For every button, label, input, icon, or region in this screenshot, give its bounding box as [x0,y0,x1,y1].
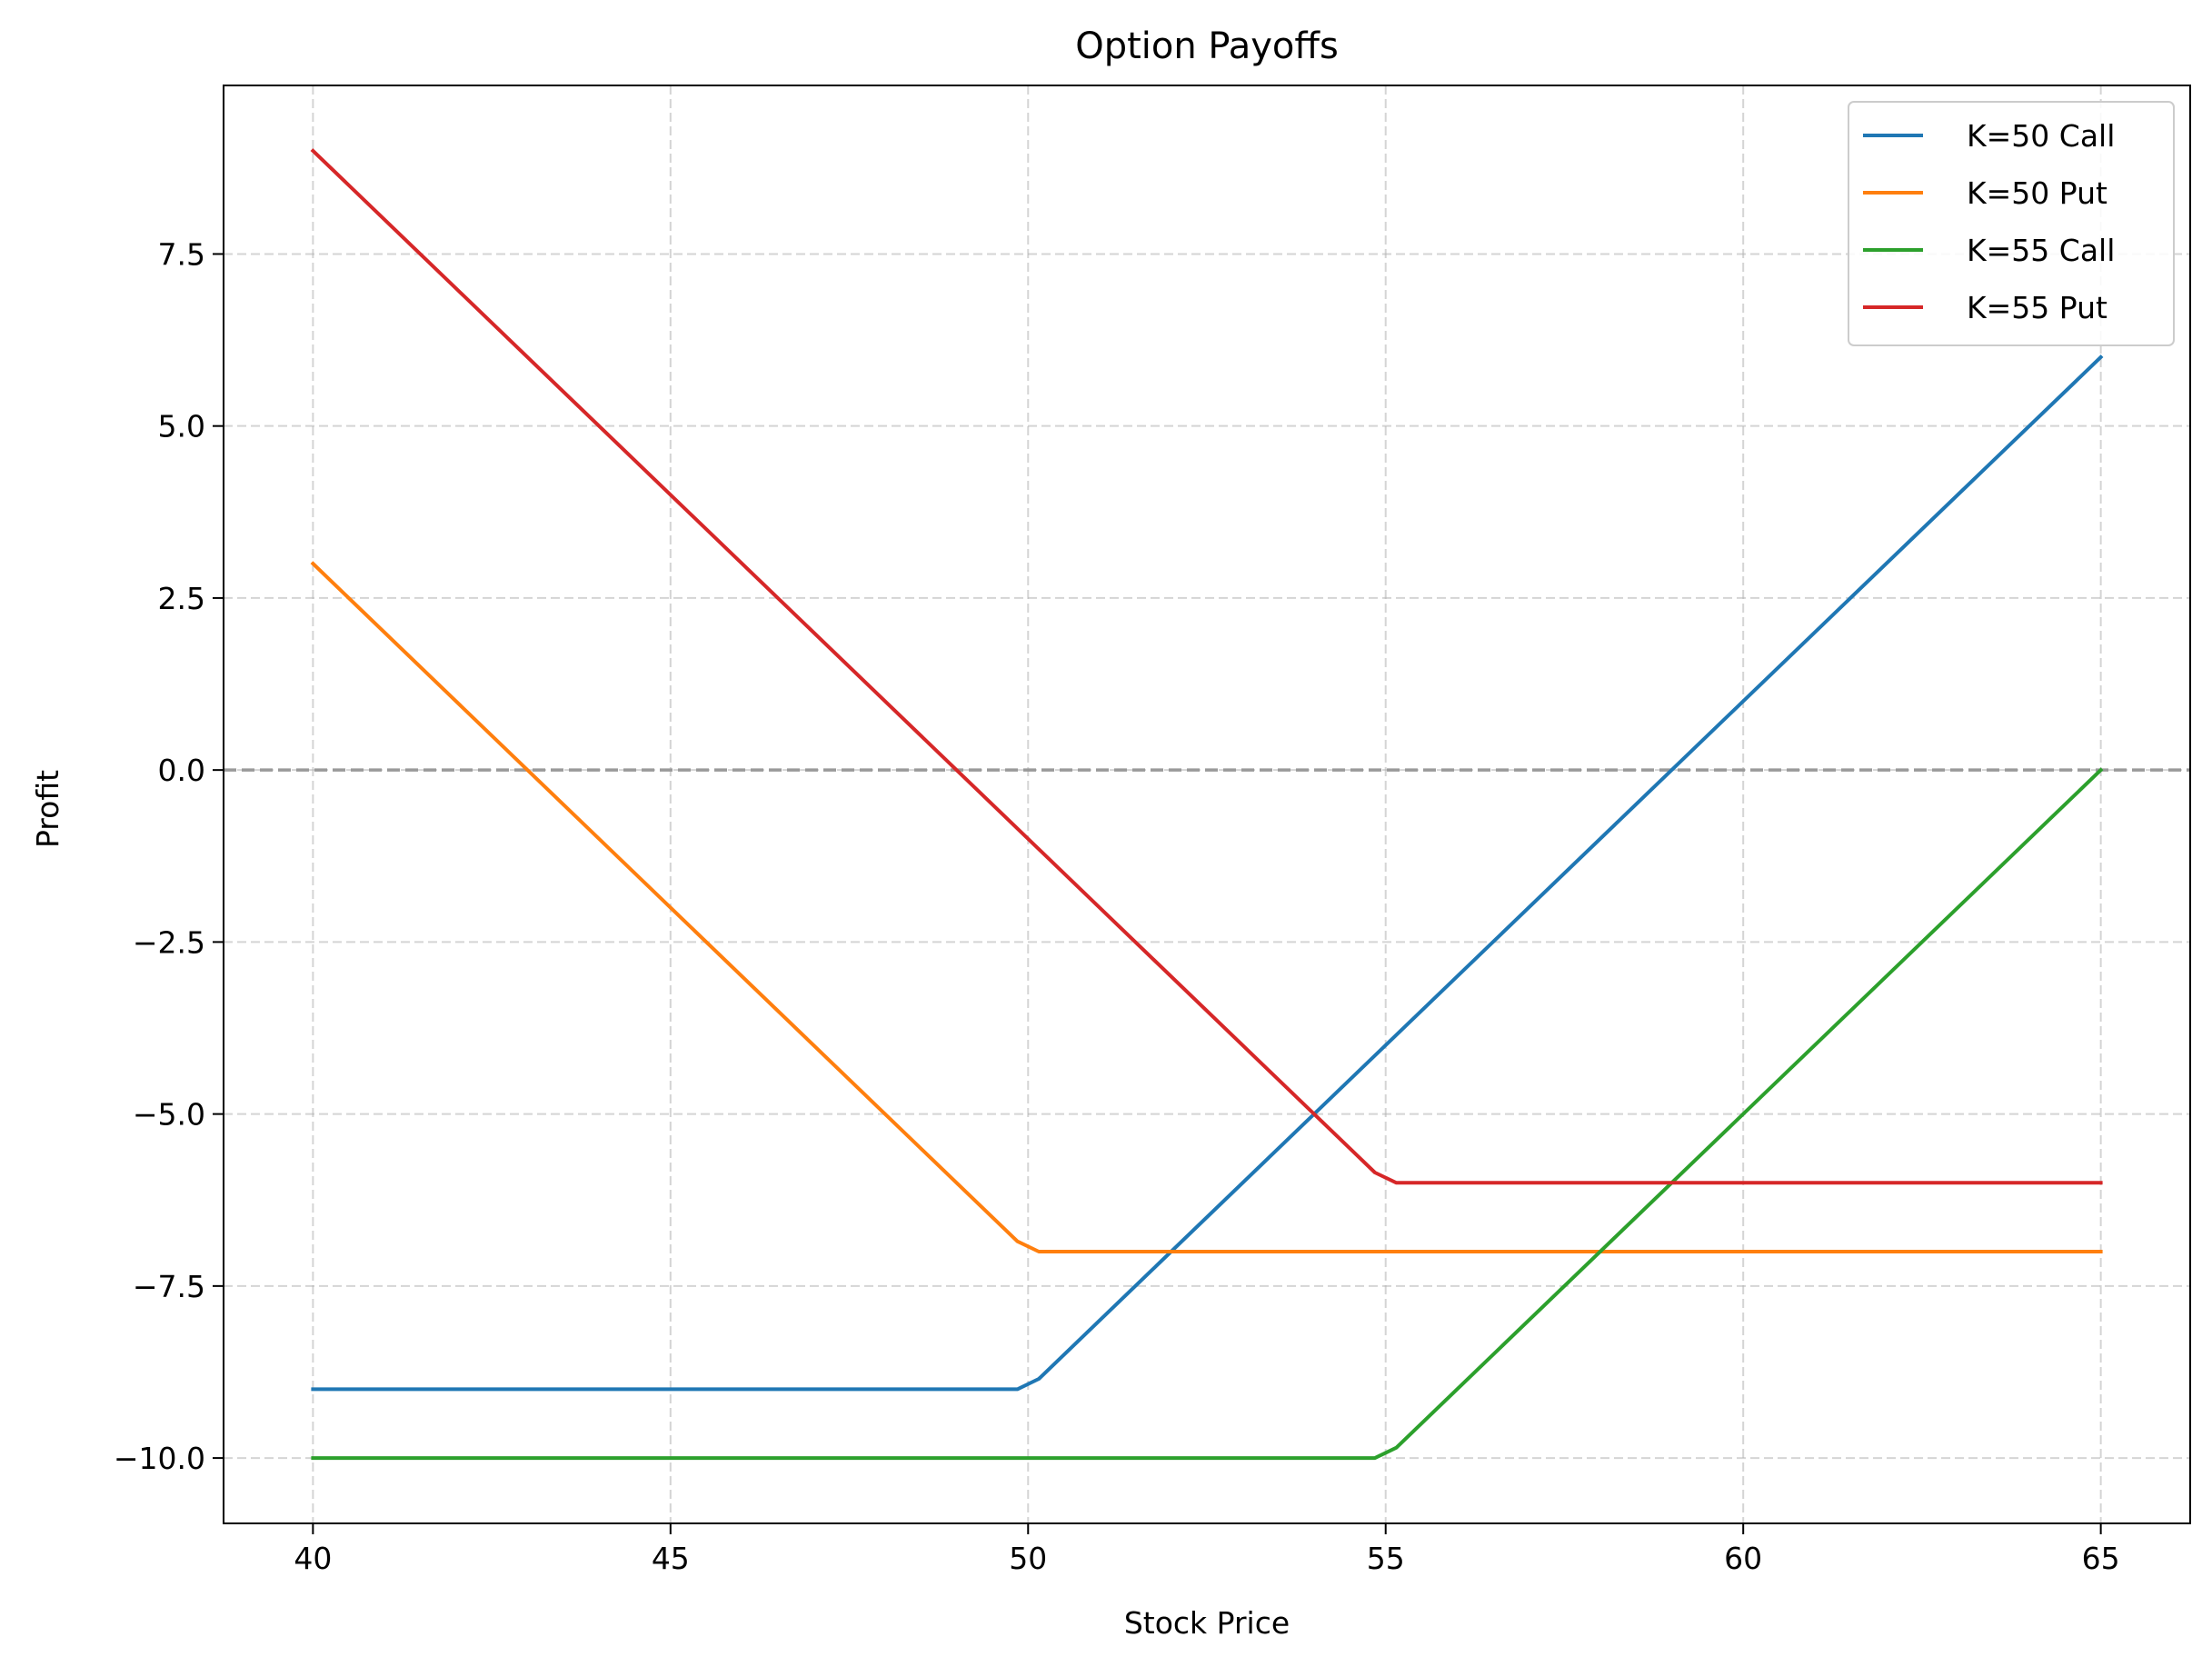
legend: K=50 Call K=50 Put K=55 Call K=55 Put [1848,101,2175,346]
series-line-2 [311,767,2104,1461]
series-lines [310,148,2104,1461]
legend-label: K=50 Call [1967,118,2115,154]
y-tick-label: 0.0 [158,753,205,788]
y-axis-title: Profit [30,770,65,848]
plot-frame [223,85,2191,1524]
y-tick-label: 5.0 [158,409,205,444]
legend-box [1848,101,2175,346]
legend-label: K=55 Call [1967,233,2115,268]
x-tick-label: 45 [652,1541,690,1576]
x-tick-label: 40 [294,1541,332,1576]
series-line-0 [311,354,2104,1392]
x-tick-label: 60 [1724,1541,1762,1576]
chart-title: Option Payoffs [1075,25,1339,67]
series-line-1 [310,561,2103,1253]
series-line-3 [310,148,2103,1185]
legend-label: K=50 Put [1967,175,2107,211]
legend-label: K=55 Put [1967,290,2107,325]
y-tick-label: −10.0 [114,1441,205,1476]
x-axis-title: Stock Price [1124,1605,1290,1641]
y-tick-label: −2.5 [133,924,205,960]
x-tick-label: 50 [1009,1541,1047,1576]
y-axis-ticks: −10.0 −7.5 −5.0 −2.5 0.0 2.5 5.0 7.5 [114,236,224,1476]
y-tick-label: −7.5 [133,1269,205,1304]
y-tick-label: 2.5 [158,581,205,616]
x-tick-label: 55 [1367,1541,1405,1576]
x-tick-label: 65 [2082,1541,2120,1576]
y-tick-label: 7.5 [158,236,205,272]
y-tick-label: −5.0 [133,1097,205,1133]
x-axis-ticks: 40 45 50 55 60 65 [294,1523,2120,1576]
